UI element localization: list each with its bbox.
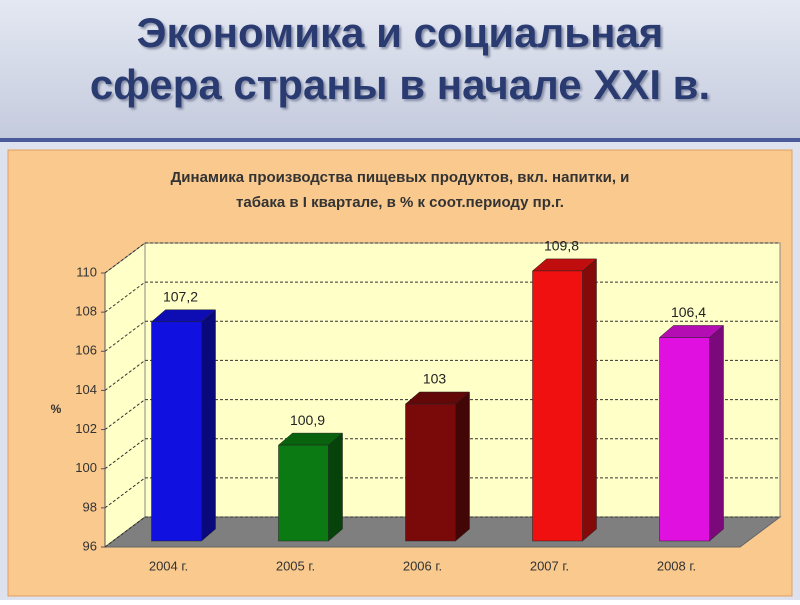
- chart-title: табака в I квартале, в % к соот.периоду …: [236, 194, 564, 211]
- x-tick-label: 2007 г.: [530, 558, 569, 573]
- y-tick-label: 100: [75, 460, 97, 475]
- y-tick-label: 104: [75, 382, 97, 397]
- x-tick-label: 2004 г.: [149, 558, 188, 573]
- y-tick-label: 106: [75, 343, 97, 358]
- bar-side: [201, 309, 216, 542]
- bar: [405, 403, 456, 542]
- side-wall: [104, 242, 146, 548]
- value-label: 109,8: [544, 238, 579, 254]
- bar: [278, 444, 329, 542]
- slide-title: сфера страны в начале XXI в.: [90, 61, 710, 108]
- grid-line: [104, 242, 146, 274]
- x-tick-label: 2005 г.: [276, 558, 315, 573]
- bar: [532, 270, 583, 542]
- y-tick-label: 98: [83, 499, 97, 514]
- bar: [151, 321, 202, 542]
- value-label: 107,2: [163, 289, 198, 305]
- y-axis-label: %: [51, 402, 62, 416]
- grid-line: [104, 438, 146, 470]
- x-tick-label: 2006 г.: [403, 558, 442, 573]
- grid-line: [104, 281, 146, 313]
- header-band: [0, 0, 800, 138]
- bar-side: [455, 391, 470, 542]
- bar-side: [328, 432, 343, 542]
- bar-side: [709, 324, 724, 542]
- y-tick-label: 108: [75, 304, 97, 319]
- value-label: 100,9: [290, 412, 325, 428]
- y-tick-label: 96: [83, 538, 97, 553]
- value-label: 106,4: [671, 304, 706, 320]
- slide-title: Экономика и социальная: [137, 9, 664, 56]
- grid-line: [104, 399, 146, 430]
- grid-line: [104, 320, 146, 352]
- y-tick-label: 102: [75, 421, 97, 436]
- bar-side: [582, 258, 597, 542]
- chart-title: Динамика производства пищевых продуктов,…: [171, 169, 630, 186]
- bar: [659, 337, 710, 542]
- x-tick-label: 2008 г.: [657, 558, 696, 573]
- grid-line: [104, 477, 146, 509]
- grid-line: [104, 360, 146, 391]
- value-label: 103: [423, 371, 447, 387]
- y-tick-label: 110: [76, 264, 97, 279]
- grid-line: [104, 516, 146, 548]
